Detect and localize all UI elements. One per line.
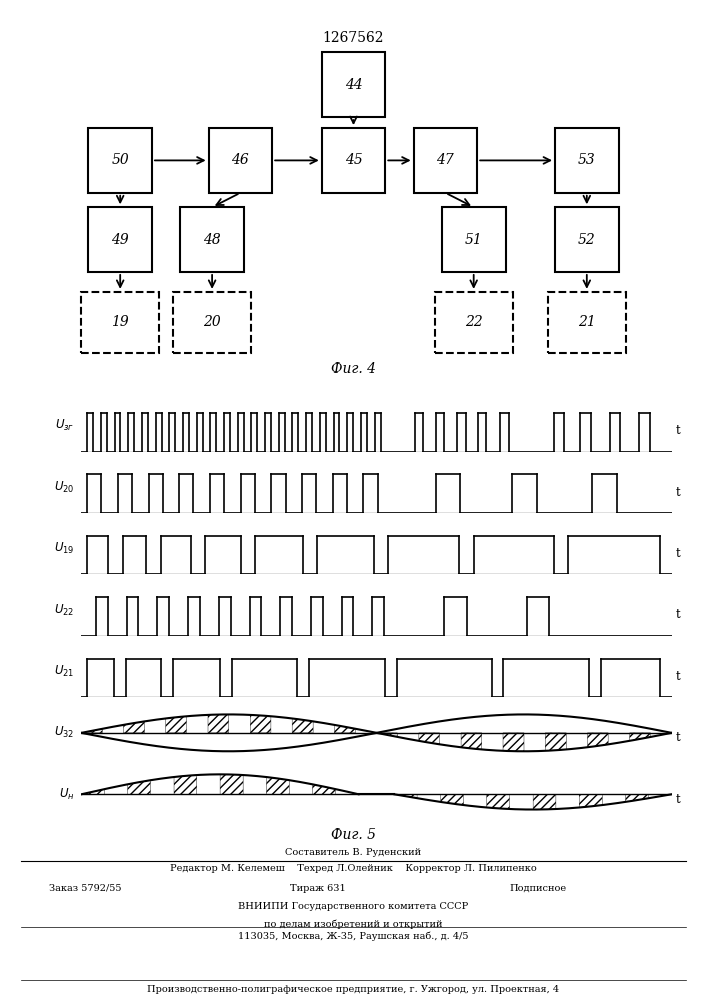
Bar [209,128,272,193]
Bar [414,128,477,193]
Text: 45: 45 [344,153,363,167]
Text: t: t [675,793,680,806]
Text: 47: 47 [436,153,455,167]
Text: Фиг. 4: Фиг. 4 [331,362,376,376]
Text: $U_{32}$: $U_{32}$ [54,725,74,740]
Text: 48: 48 [203,233,221,247]
Text: t: t [675,608,680,621]
Text: t: t [675,547,680,560]
Text: $U_{зг}$: $U_{зг}$ [55,418,74,433]
Text: 50: 50 [111,153,129,167]
Text: Составитель В. Руденский: Составитель В. Руденский [286,848,421,857]
Bar [548,292,626,353]
Text: 19: 19 [111,315,129,329]
Text: t: t [675,486,680,499]
Text: Тираж 631: Тираж 631 [291,884,346,893]
Text: 21: 21 [578,315,596,329]
Bar [555,207,619,272]
Text: Фиг. 5: Фиг. 5 [331,828,376,842]
Bar [88,207,152,272]
Bar [180,207,244,272]
Bar [442,207,506,272]
Text: 46: 46 [231,153,250,167]
Text: Заказ 5792/55: Заказ 5792/55 [49,884,122,893]
Bar [555,128,619,193]
Bar [322,128,385,193]
Text: 22: 22 [464,315,483,329]
Text: 52: 52 [578,233,596,247]
Text: $U_{21}$: $U_{21}$ [54,664,74,679]
Text: $U_{19}$: $U_{19}$ [54,541,74,556]
Bar [81,292,159,353]
Text: 44: 44 [344,78,363,92]
Bar [435,292,513,353]
Text: $U_{22}$: $U_{22}$ [54,602,74,618]
Text: t: t [675,670,680,683]
Text: по делам изобретений и открытий: по делам изобретений и открытий [264,919,443,929]
Text: Редактор М. Келемеш    Техред Л.Олейник    Корректор Л. Пилипенко: Редактор М. Келемеш Техред Л.Олейник Кор… [170,864,537,873]
Text: t: t [675,424,680,437]
Text: $U_н$: $U_н$ [59,787,74,802]
Text: t: t [675,731,680,744]
Text: Подписное: Подписное [509,884,566,893]
Bar [88,128,152,193]
Bar [173,292,251,353]
Text: Производственно-полиграфическое предприятие, г. Ужгород, ул. Проектная, 4: Производственно-полиграфическое предприя… [148,984,559,994]
Bar [322,52,385,117]
Text: 53: 53 [578,153,596,167]
Text: $U_{20}$: $U_{20}$ [54,480,74,495]
Text: 1267562: 1267562 [323,31,384,45]
Text: 20: 20 [203,315,221,329]
Text: 51: 51 [464,233,483,247]
Text: ВНИИПИ Государственного комитета СССР: ВНИИПИ Государственного комитета СССР [238,902,469,911]
Text: 49: 49 [111,233,129,247]
Text: 113035, Москва, Ж-35, Раушская наб., д. 4/5: 113035, Москва, Ж-35, Раушская наб., д. … [238,932,469,941]
